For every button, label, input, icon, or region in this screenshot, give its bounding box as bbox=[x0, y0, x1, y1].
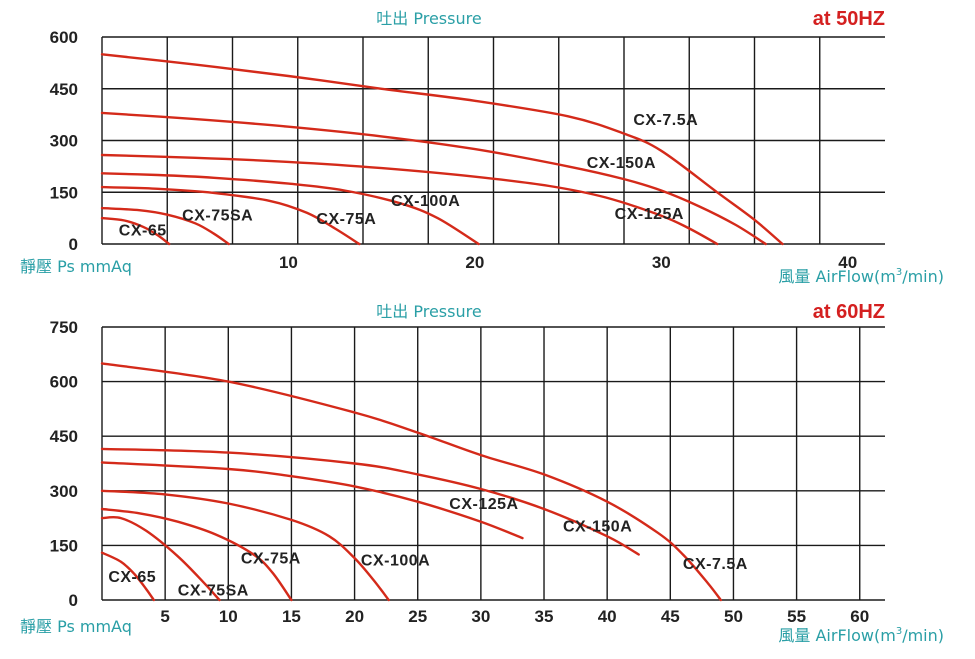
y-axis-label: 靜壓 Ps mmAq bbox=[20, 257, 132, 276]
curve-label: CX-75SA bbox=[182, 208, 253, 225]
curve-cx-75a-60hz bbox=[100, 507, 293, 602]
curve-label: CX-125A bbox=[449, 496, 518, 513]
curve-cx-100a-50hz bbox=[100, 172, 480, 246]
y-tick-label: 150 bbox=[50, 183, 78, 202]
x-tick-label: 15 bbox=[282, 607, 301, 626]
y-tick-label: 600 bbox=[50, 373, 78, 392]
curve-label: CX-150A bbox=[587, 155, 656, 172]
y-tick-label: 300 bbox=[50, 482, 78, 501]
chart-title: 吐出 Pressure bbox=[376, 9, 481, 28]
curve-label: CX-65 bbox=[119, 222, 167, 239]
x-tick-label: 60 bbox=[850, 607, 869, 626]
x-tick-label: 5 bbox=[160, 607, 169, 626]
curve-cx-65-60hz bbox=[100, 551, 155, 602]
x-tick-label: 30 bbox=[471, 607, 490, 626]
curve-cx-150a-60hz bbox=[100, 447, 640, 556]
curve-cx-125a-60hz bbox=[100, 461, 524, 540]
x-axis-label-superscript: 3 bbox=[896, 626, 902, 637]
curve-cx-7.5a-60hz bbox=[100, 362, 722, 602]
frequency-label: at 50HZ bbox=[813, 8, 885, 30]
x-tick-label: 30 bbox=[652, 253, 671, 272]
x-axis-label: 風量 AirFlow(m3/min) bbox=[778, 626, 944, 645]
curve-label: CX-75A bbox=[241, 551, 301, 568]
y-tick-label: 150 bbox=[50, 536, 78, 555]
x-tick-label: 10 bbox=[279, 253, 298, 272]
x-tick-label: 50 bbox=[724, 607, 743, 626]
x-tick-label: 25 bbox=[408, 607, 427, 626]
curve-label: CX-65 bbox=[108, 569, 156, 586]
curve-cx-150a-50hz bbox=[100, 111, 767, 246]
y-tick-label: 750 bbox=[50, 318, 78, 337]
x-tick-label: 20 bbox=[465, 253, 484, 272]
x-axis-label-superscript: 3 bbox=[896, 267, 902, 278]
x-axis-label-main: 風量 AirFlow(m bbox=[778, 267, 895, 286]
curve-cx-125a-50hz bbox=[100, 153, 719, 246]
curve-cx-75a-50hz bbox=[100, 185, 361, 246]
curve-cx-75sa-60hz bbox=[100, 515, 221, 602]
x-tick-label: 45 bbox=[661, 607, 680, 626]
x-axis-label-tail: /min) bbox=[902, 267, 944, 286]
y-tick-label: 0 bbox=[69, 591, 78, 610]
curve-label: CX-100A bbox=[391, 193, 460, 210]
x-tick-label: 40 bbox=[838, 253, 857, 272]
curve-label: CX-125A bbox=[615, 206, 684, 223]
curve-label: CX-75SA bbox=[178, 583, 249, 600]
x-axis-label: 風量 AirFlow(m3/min) bbox=[778, 267, 944, 286]
x-axis-label-main: 風量 AirFlow(m bbox=[778, 626, 895, 645]
curve-label: CX-75A bbox=[316, 211, 376, 228]
frequency-label: at 60HZ bbox=[813, 301, 885, 323]
curve-cx-7.5a-50hz bbox=[100, 53, 784, 246]
x-tick-label: 40 bbox=[598, 607, 617, 626]
curve-cx-65-50hz bbox=[100, 216, 171, 246]
chart-title: 吐出 Pressure bbox=[376, 302, 481, 321]
x-tick-label: 35 bbox=[535, 607, 554, 626]
y-tick-label: 450 bbox=[50, 427, 78, 446]
curve-label: CX-7.5A bbox=[633, 112, 698, 129]
curve-cx-75sa-50hz bbox=[100, 206, 230, 246]
curve-label: CX-150A bbox=[563, 519, 632, 536]
curve-label: CX-100A bbox=[361, 552, 430, 569]
y-axis-label: 靜壓 Ps mmAq bbox=[20, 617, 132, 636]
y-tick-label: 600 bbox=[50, 28, 78, 47]
curve-label: CX-7.5A bbox=[683, 556, 748, 573]
y-tick-label: 450 bbox=[50, 80, 78, 99]
y-tick-label: 0 bbox=[69, 235, 78, 254]
x-tick-label: 55 bbox=[787, 607, 806, 626]
x-tick-label: 20 bbox=[345, 607, 364, 626]
x-tick-label: 10 bbox=[219, 607, 238, 626]
curve-cx-100a-60hz bbox=[100, 489, 390, 602]
y-tick-label: 300 bbox=[50, 132, 78, 151]
x-axis-label-tail: /min) bbox=[902, 626, 944, 645]
